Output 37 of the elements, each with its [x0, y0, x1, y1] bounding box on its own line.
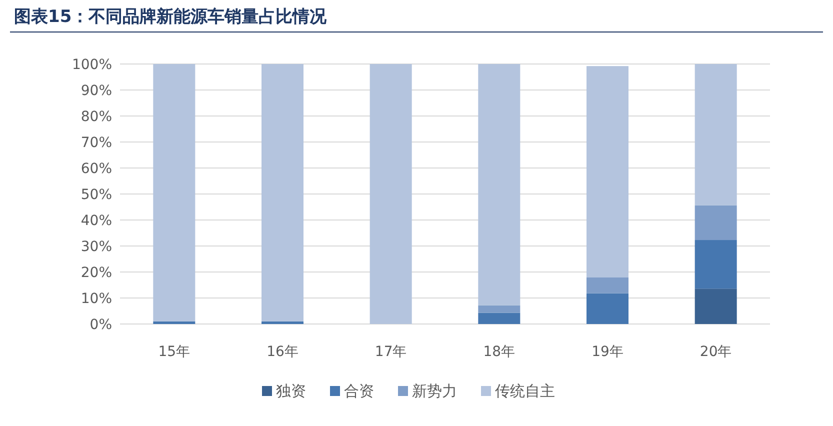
bar [586, 293, 628, 324]
bar [262, 64, 304, 322]
x-tick-label: 18年 [483, 344, 516, 360]
bar [586, 277, 628, 294]
x-tick-label: 19年 [592, 344, 624, 360]
bar [370, 64, 412, 324]
bar [153, 64, 196, 322]
y-tick-label: 70% [80, 135, 112, 151]
y-tick-label: 20% [80, 265, 112, 281]
bar [694, 205, 737, 240]
chart-title: 图表15：不同品牌新能源车销量占比情况 [14, 7, 328, 27]
y-tick-label: 90% [80, 83, 112, 99]
y-tick-label: 40% [80, 213, 112, 229]
bar [694, 240, 737, 289]
y-tick-label: 80% [80, 109, 112, 125]
x-tick-label: 15年 [158, 344, 190, 360]
bar [586, 66, 628, 278]
legend-label: 传统自主 [495, 382, 555, 400]
y-tick-label: 10% [80, 291, 112, 307]
bar [478, 64, 520, 306]
bar [694, 64, 737, 206]
bar [478, 305, 520, 313]
x-tick-label: 20年 [700, 344, 732, 360]
x-tick-label: 16年 [266, 344, 298, 360]
bar [262, 321, 304, 324]
bar [694, 288, 737, 324]
y-tick-label: 60% [80, 161, 112, 177]
bar [478, 312, 520, 324]
y-tick-label: 50% [80, 187, 112, 203]
bar [153, 321, 196, 324]
legend-label: 新势力 [412, 382, 457, 400]
x-tick-label: 17年 [374, 344, 407, 360]
y-tick-label: 0% [90, 317, 112, 333]
y-tick-label: 30% [80, 239, 112, 255]
legend-label: 合资 [344, 382, 374, 400]
y-tick-label: 100% [72, 57, 112, 73]
legend-label: 独资 [276, 382, 306, 400]
